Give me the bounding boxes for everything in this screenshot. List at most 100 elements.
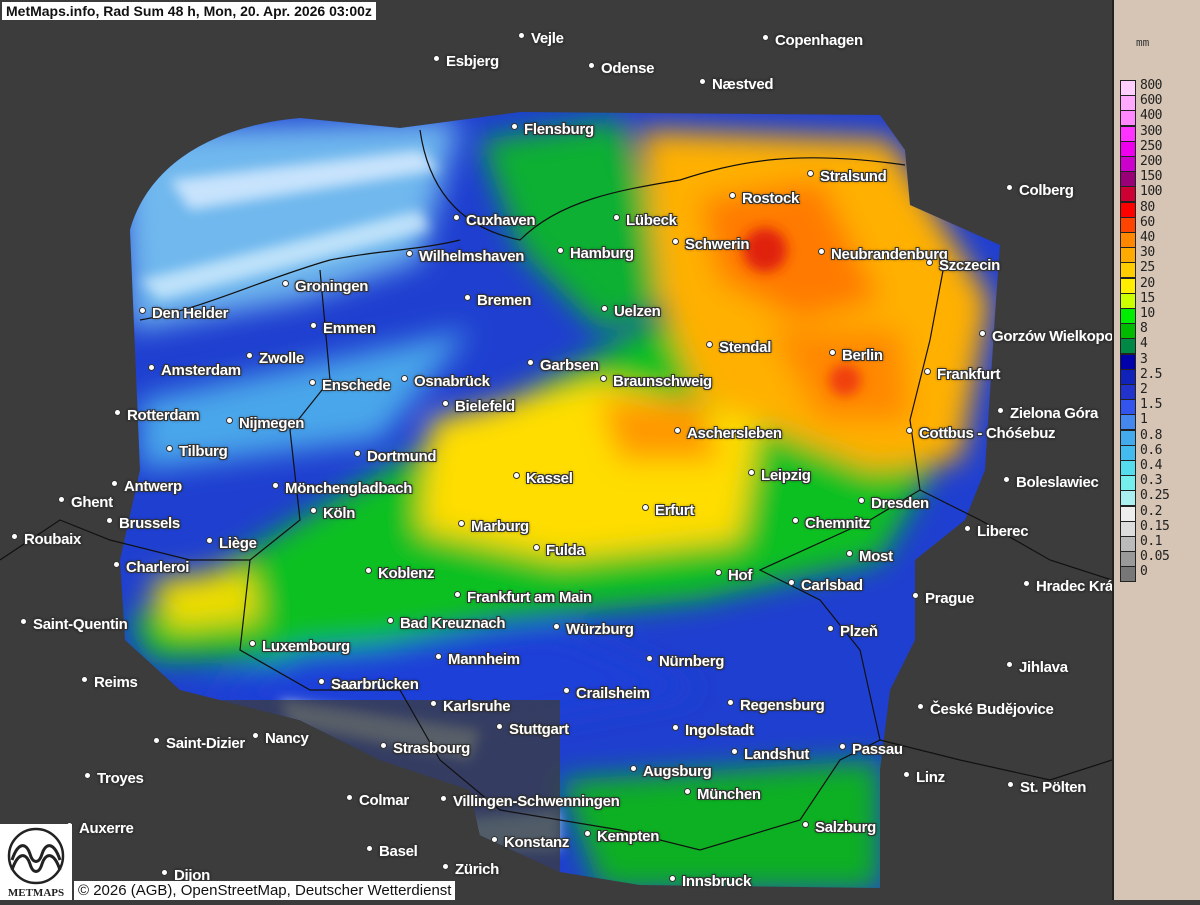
city-name: Kempten — [597, 828, 660, 845]
city-label: Hof — [715, 567, 752, 584]
city-name: Enschede — [322, 377, 391, 394]
city-dot-icon — [1006, 660, 1013, 668]
city-name: Hradec Králové — [1036, 578, 1112, 595]
city-dot-icon — [1003, 475, 1010, 483]
city-dot-icon — [601, 304, 608, 312]
legend-swatch — [1120, 520, 1136, 537]
legend-swatch — [1120, 353, 1136, 370]
legend-label: 2 — [1140, 382, 1148, 397]
city-label: Reims — [81, 674, 138, 691]
city-dot-icon — [252, 731, 259, 739]
city-label: Koblenz — [365, 565, 435, 582]
city-label: Saint-Dizier — [153, 735, 245, 752]
city-name: Most — [859, 548, 893, 565]
city-dot-icon — [792, 516, 799, 524]
city-name: Esbjerg — [446, 53, 499, 70]
city-label: Osnabrück — [401, 373, 490, 390]
city-label: Bielefeld — [442, 398, 515, 415]
city-name: Saint-Dizier — [166, 735, 245, 752]
city-dot-icon — [106, 516, 113, 524]
city-name: Hof — [728, 567, 753, 584]
city-label: Aschersleben — [674, 425, 782, 442]
city-dot-icon — [166, 444, 173, 452]
city-name: Liège — [219, 535, 257, 552]
legend-swatch — [1120, 368, 1136, 385]
city-dot-icon — [282, 279, 289, 287]
city-label: Prague — [912, 590, 974, 607]
city-dot-icon — [669, 874, 676, 882]
city-name: Charleroi — [126, 559, 190, 576]
city-label: Liège — [206, 535, 257, 552]
city-name: Marburg — [471, 518, 529, 535]
city-label: Karlsruhe — [430, 698, 511, 715]
city-dot-icon — [454, 590, 461, 598]
city-name: Odense — [601, 60, 655, 77]
city-dot-icon — [731, 747, 738, 755]
city-name: Prague — [925, 590, 975, 607]
legend-swatch — [1120, 292, 1136, 309]
legend-swatch — [1120, 140, 1136, 157]
legend-label: 20 — [1140, 275, 1155, 291]
legend-swatch — [1120, 308, 1136, 324]
city-label: St. Pölten — [1007, 779, 1086, 796]
radar-map[interactable]: Vejle Copenhagen Esbjerg Odense Næstved Flens… — [0, 0, 1112, 900]
copyright-notice: © 2026 (AGB), OpenStreetMap, Deutscher W… — [74, 881, 456, 900]
legend-swatch — [1120, 201, 1136, 218]
city-name: Reims — [94, 674, 138, 691]
city-dot-icon — [491, 835, 498, 843]
city-dot-icon — [20, 617, 27, 625]
city-name: Copenhagen — [775, 32, 863, 49]
city-dot-icon — [1023, 579, 1030, 587]
city-dot-icon — [153, 736, 160, 744]
city-name: Dresden — [871, 495, 929, 512]
legend-swatch — [1120, 414, 1136, 431]
city-dot-icon — [906, 426, 913, 434]
city-dot-icon — [829, 348, 836, 356]
legend-label: 25 — [1140, 260, 1155, 276]
city-name: Szczecin — [939, 257, 1000, 274]
legend-swatch — [1120, 536, 1136, 552]
city-dot-icon — [846, 549, 853, 557]
city-dot-icon — [699, 77, 706, 85]
city-dot-icon — [387, 616, 394, 624]
city-label: Tilburg — [166, 443, 228, 460]
city-label: Köln — [310, 505, 355, 522]
city-name: Emmen — [323, 320, 376, 337]
legend-swatch — [1120, 232, 1136, 248]
city-dot-icon — [858, 496, 865, 504]
city-dot-icon — [584, 829, 591, 837]
city-dot-icon — [58, 495, 65, 503]
legend-swatch — [1120, 186, 1136, 203]
city-label: Leipzig — [748, 467, 811, 484]
city-label: Nancy — [252, 730, 309, 747]
city-dot-icon — [440, 794, 447, 802]
city-label: Flensburg — [511, 121, 594, 138]
city-name: Plzeň — [840, 623, 878, 640]
legend-swatch — [1120, 156, 1136, 172]
city-dot-icon — [401, 374, 408, 382]
city-label: Erfurt — [642, 502, 694, 519]
city-label: Luxembourg — [249, 638, 350, 655]
city-name: Jihlava — [1019, 659, 1068, 676]
city-dot-icon — [839, 742, 846, 750]
city-dot-icon — [365, 566, 372, 574]
city-label: Dijon — [161, 867, 210, 884]
city-name: Næstved — [712, 76, 774, 93]
city-name: Ingolstadt — [685, 722, 754, 739]
city-label: Landshut — [731, 746, 809, 763]
city-label: Mannheim — [435, 651, 520, 668]
city-label: Rotterdam — [114, 407, 200, 424]
city-dot-icon — [496, 722, 503, 730]
city-dot-icon — [206, 536, 213, 544]
legend-label: 10 — [1140, 306, 1155, 321]
city-name: Wilhelmshaven — [419, 248, 525, 265]
city-name: Hamburg — [570, 245, 634, 262]
city-label: Stralsund — [807, 168, 887, 185]
city-label: Hradec Králové — [1023, 578, 1112, 595]
city-dot-icon — [533, 543, 540, 551]
city-dot-icon — [111, 479, 118, 487]
city-dot-icon — [511, 122, 518, 130]
legend-label: 60 — [1140, 214, 1155, 230]
legend-label: 1 — [1140, 412, 1148, 428]
city-dot-icon — [442, 862, 449, 870]
